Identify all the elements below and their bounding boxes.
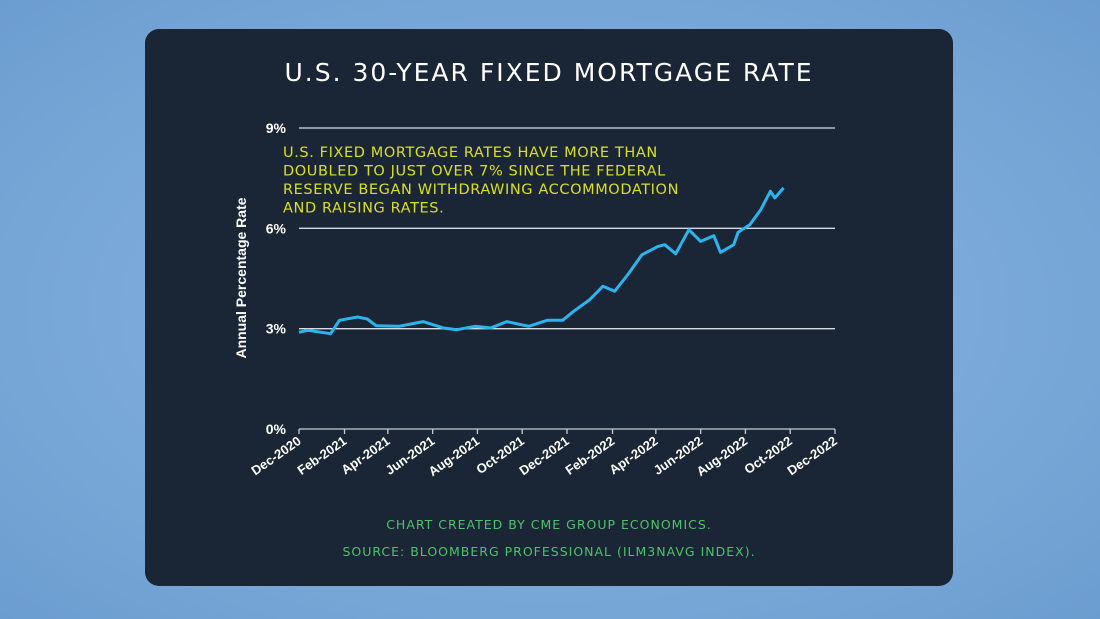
footer-credit: CHART CREATED BY CME GROUP ECONOMICS.: [386, 517, 712, 532]
chart-card: [145, 29, 953, 586]
x-tick-label: Dec-2022: [784, 433, 839, 478]
chart-title: U.S. 30-YEAR FIXED MORTGAGE RATE: [284, 58, 814, 87]
annotation-line: DOUBLED TO JUST OVER 7% SINCE THE FEDERA…: [283, 164, 666, 180]
y-axis-label: Annual Percentage Rate: [233, 197, 249, 358]
x-tick-label: Feb-2021: [294, 433, 349, 478]
x-tick-label: Dec-2020: [248, 433, 303, 478]
annotation-line: RESERVE BEGAN WITHDRAWING ACCOMMODATION: [283, 182, 679, 198]
annotation-line: AND RAISING RATES.: [283, 201, 444, 217]
x-tick-label: Aug-2021: [426, 433, 483, 479]
x-tick-label: Dec-2021: [516, 433, 571, 478]
y-tick-label: 0%: [266, 421, 287, 437]
x-tick-label: Apr-2021: [338, 433, 392, 477]
y-tick-label: 6%: [266, 220, 287, 236]
x-tick-label: Feb-2022: [562, 433, 617, 478]
annotation-line: U.S. FIXED MORTGAGE RATES HAVE MORE THAN: [283, 145, 658, 161]
x-tick-label: Aug-2022: [694, 433, 751, 479]
series-line: [298, 186, 785, 336]
x-tick-label: Apr-2022: [606, 433, 660, 477]
y-tick-label: 9%: [266, 120, 287, 136]
y-tick-label: 3%: [266, 321, 287, 337]
footer-source: SOURCE: BLOOMBERG PROFESSIONAL (ILM3NAVG…: [342, 544, 756, 559]
